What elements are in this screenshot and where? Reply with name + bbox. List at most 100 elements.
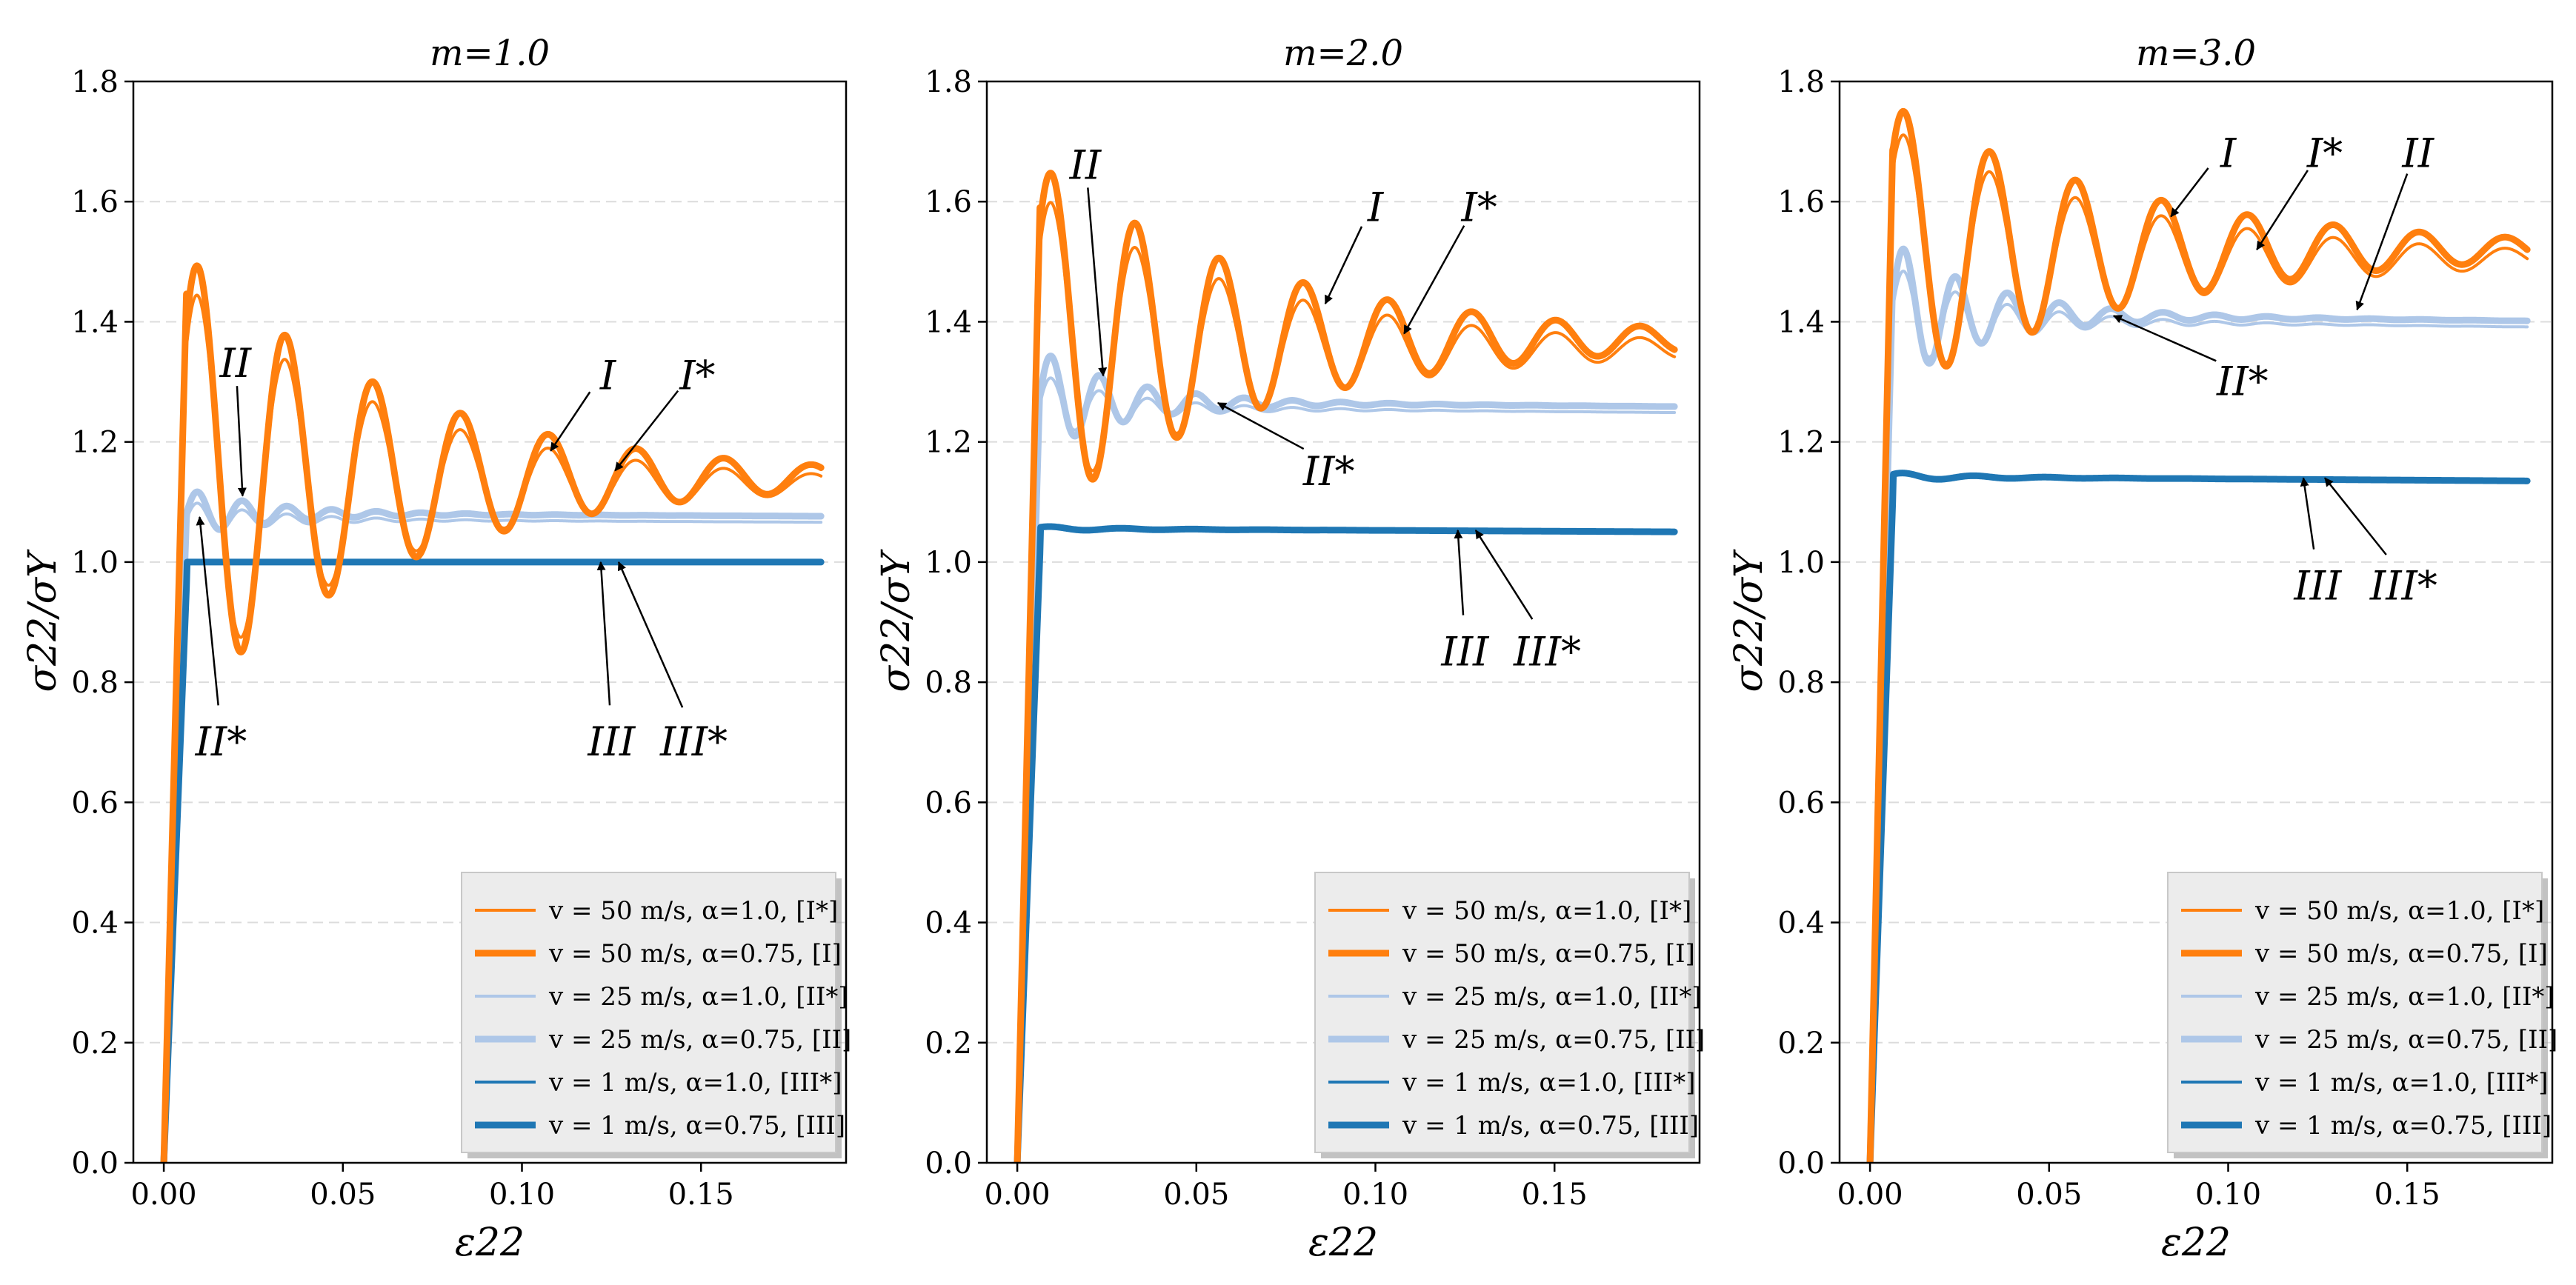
x-axis-label: ε22 xyxy=(455,1221,525,1265)
x-tick-label: 0.05 xyxy=(2016,1178,2082,1212)
legend-box xyxy=(1314,872,1690,1153)
y-axis-label: σ22/σY xyxy=(874,549,919,692)
annotation-arrow xyxy=(2355,173,2409,311)
legend-entry: v = 25 m/s, α=0.75, [II] xyxy=(2254,1025,2557,1055)
x-tick-label: 0.00 xyxy=(1837,1178,1903,1212)
series-line-6 xyxy=(160,558,825,1163)
y-tick-label: 0.4 xyxy=(71,907,119,941)
annotation-label: I* xyxy=(1461,184,1497,230)
annotation-label: II* xyxy=(1302,448,1355,495)
x-tick-label: 0.00 xyxy=(131,1178,197,1212)
panel-3: 0.0 0.2 0.4 0.6 0.8 1.0 1.2 1.4 1.6 1.8 0.00 0.05 0.… xyxy=(1727,33,2557,1265)
annotation-label: II xyxy=(219,340,252,387)
annotation-label: III* xyxy=(2369,562,2437,609)
annotation-arrow xyxy=(550,391,591,452)
y-tick-label: 0.8 xyxy=(925,666,972,700)
chart-title: m=1.0 xyxy=(430,33,550,74)
legend-entry: v = 50 m/s, α=0.75, [I] xyxy=(548,939,842,969)
x-axis-label: ε22 xyxy=(1308,1221,1378,1265)
annotation-label: III xyxy=(1440,629,1490,675)
series-line-2 xyxy=(1014,170,1678,1163)
annotation-label: I* xyxy=(679,352,715,398)
annotation-arrow xyxy=(2112,315,2217,362)
annotation-label: II xyxy=(2401,130,2434,176)
annotation-arrow xyxy=(236,386,247,497)
y-tick-label: 0.0 xyxy=(1777,1147,1825,1181)
legend-entry: v = 25 m/s, α=1.0, [II*] xyxy=(2254,982,2555,1012)
legend-entry: v = 50 m/s, α=0.75, [I] xyxy=(2254,939,2548,969)
legend-box xyxy=(461,872,836,1153)
y-tick-label: 0.4 xyxy=(925,907,972,941)
annotation-arrow xyxy=(2170,167,2209,218)
y-tick-label: 1.0 xyxy=(1777,546,1825,580)
y-tick-label: 1.2 xyxy=(71,426,119,460)
annotation-arrow xyxy=(596,561,611,706)
annotation-label: III* xyxy=(659,718,728,765)
y-tick-label: 1.2 xyxy=(925,426,972,460)
annotation-label: III xyxy=(587,718,636,765)
series-group xyxy=(1866,107,2531,1163)
panel-2: 0.0 0.2 0.4 0.6 0.8 1.0 1.2 1.4 1.6 1.8 0.00 0.05 0.… xyxy=(874,33,1705,1265)
legend-entry: v = 1 m/s, α=0.75, [III] xyxy=(548,1111,845,1141)
y-tick-label: 1.6 xyxy=(71,185,119,219)
series-line-6 xyxy=(1866,470,2531,1163)
x-tick-label: 0.10 xyxy=(489,1178,555,1212)
y-tick-label: 1.2 xyxy=(1777,426,1825,460)
axes-frame xyxy=(1838,80,2554,1164)
y-tick-label: 0.6 xyxy=(925,786,972,820)
y-tick-label: 0.4 xyxy=(1777,907,1825,941)
y-tick-label: 0.8 xyxy=(71,666,119,700)
axes-frame xyxy=(132,80,848,1164)
annotation-label: I* xyxy=(2306,130,2343,176)
chart-title: m=2.0 xyxy=(1283,33,1403,74)
legend-box xyxy=(2167,872,2543,1153)
series-line-2 xyxy=(1866,107,2531,1163)
x-tick-label: 0.10 xyxy=(2195,1178,2261,1212)
axes-frame xyxy=(985,80,1701,1164)
legend: v = 50 m/s, α=1.0, [I*] v = 50 m/s, α=0.7… xyxy=(461,872,851,1158)
y-tick-label: 1.4 xyxy=(925,305,972,339)
x-tick-label: 0.05 xyxy=(310,1178,376,1212)
series-line-4 xyxy=(1014,353,1678,1163)
y-tick-label: 0.2 xyxy=(1777,1027,1825,1061)
annotation-arrow xyxy=(2300,477,2315,550)
annotation-label: I xyxy=(2220,130,2237,176)
legend-entry: v = 1 m/s, α=0.75, [III] xyxy=(2254,1111,2552,1141)
x-tick-label: 0.15 xyxy=(2374,1178,2440,1212)
x-tick-label: 0.15 xyxy=(1522,1178,1588,1212)
y-tick-label: 0.6 xyxy=(1777,786,1825,820)
legend: v = 50 m/s, α=1.0, [I*] v = 50 m/s, α=0.7… xyxy=(1314,872,1705,1158)
annotation-arrow xyxy=(1474,530,1534,620)
y-tick-label: 1.6 xyxy=(925,185,972,219)
series-group xyxy=(1014,170,1678,1163)
annotation-label: I xyxy=(599,352,617,398)
chart-title: m=3.0 xyxy=(2136,33,2256,74)
y-tick-label: 1.8 xyxy=(925,65,972,99)
series-group xyxy=(160,262,825,1163)
y-tick-label: 0.0 xyxy=(71,1147,119,1181)
y-tick-label: 1.4 xyxy=(71,305,119,339)
x-axis-label: ε22 xyxy=(2161,1221,2231,1265)
y-tick-label: 1.8 xyxy=(1777,65,1825,99)
legend-entry: v = 25 m/s, α=1.0, [II*] xyxy=(1402,982,1702,1012)
y-tick-label: 0.2 xyxy=(71,1027,119,1061)
series-line-4 xyxy=(1866,245,2531,1163)
series-line-6 xyxy=(1014,523,1678,1163)
annotation-arrow xyxy=(1217,401,1305,450)
legend-entry: v = 25 m/s, α=1.0, [II*] xyxy=(548,982,848,1012)
y-tick-label: 0.6 xyxy=(71,786,119,820)
y-tick-label: 1.0 xyxy=(925,546,972,580)
annotation-label: II xyxy=(1069,142,1102,189)
y-tick-label: 1.6 xyxy=(1777,185,1825,219)
legend-entry: v = 50 m/s, α=0.75, [I] xyxy=(1402,939,1695,969)
legend-entry: v = 25 m/s, α=0.75, [II] xyxy=(1402,1025,1705,1055)
annotation-arrow xyxy=(1324,226,1363,305)
annotation-label: III xyxy=(2293,562,2343,609)
series-line-2 xyxy=(160,262,825,1163)
legend-entry: v = 50 m/s, α=1.0, [I*] xyxy=(1402,896,1691,926)
y-axis-label: σ22/σY xyxy=(21,549,65,692)
annotation-arrow xyxy=(614,390,679,472)
x-tick-label: 0.10 xyxy=(1342,1178,1408,1212)
legend-entry: v = 25 m/s, α=0.75, [II] xyxy=(548,1025,851,1055)
